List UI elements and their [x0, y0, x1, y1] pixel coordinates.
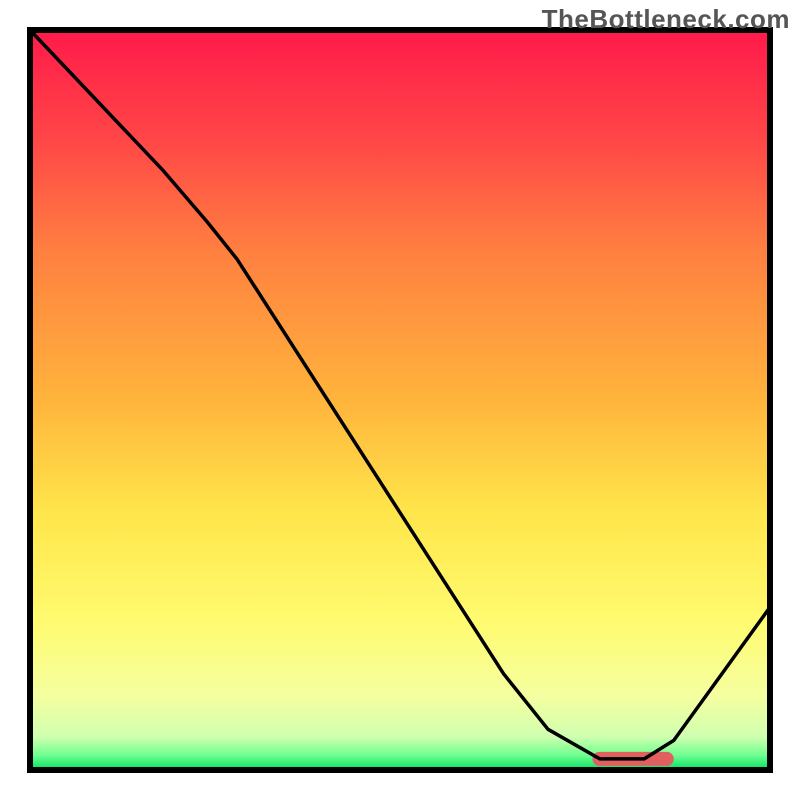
watermark-text: TheBottleneck.com	[542, 4, 790, 35]
chart-container: { "watermark": "TheBottleneck.com", "cha…	[0, 0, 800, 800]
gradient-background	[30, 30, 770, 770]
bottleneck-chart	[0, 0, 800, 800]
